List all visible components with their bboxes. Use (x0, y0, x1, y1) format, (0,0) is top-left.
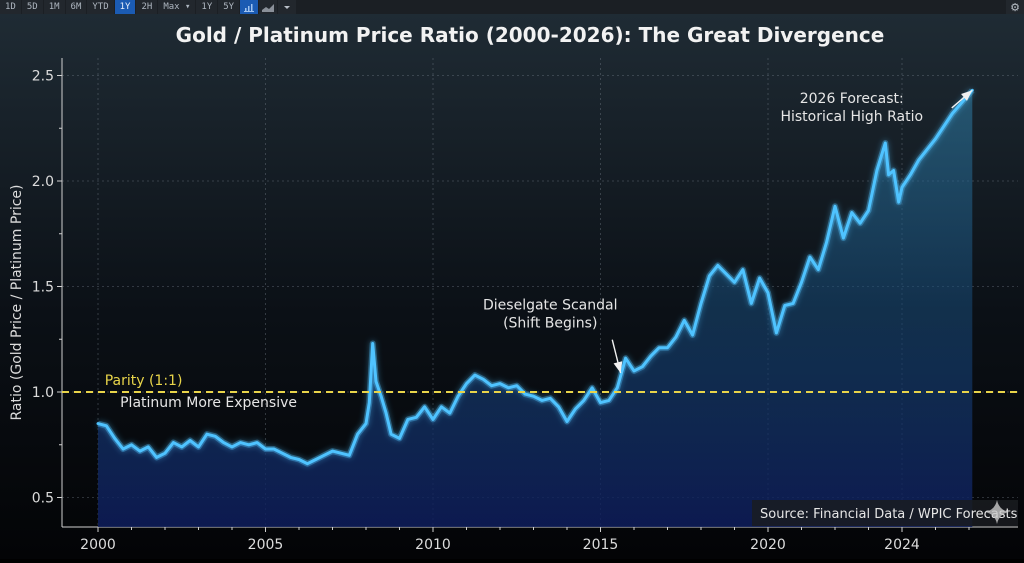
dropdown-caret-icon[interactable] (278, 0, 296, 14)
range-button-ytd-4[interactable]: YTD (87, 0, 113, 14)
chart-svg: Gold / Platinum Price Ratio (2000-2026):… (0, 14, 1024, 559)
line-chart-icon[interactable] (259, 0, 277, 14)
range-button-1y-5[interactable]: 1Y (115, 0, 136, 14)
parity-label: Parity (1:1) (105, 373, 183, 389)
y-tick-label: 2.0 (32, 174, 54, 190)
x-tick-label: 2015 (583, 537, 619, 553)
y-tick-label: 0.5 (32, 491, 54, 507)
toolbar-spacer (297, 0, 1006, 14)
y-tick-label: 1.0 (32, 385, 54, 401)
gear-icon[interactable]: ⚙ (1006, 0, 1024, 14)
annotation-text: (Shift Begins) (503, 316, 597, 332)
range-button-max-7[interactable]: Max ▾ (158, 0, 195, 14)
range-button-5d-1[interactable]: 5D (22, 0, 43, 14)
y-tick-label: 2.5 (32, 69, 54, 85)
annotation-text: 2026 Forecast: (800, 91, 904, 107)
annotation-text: Dieselgate Scandal (483, 298, 618, 314)
x-tick-label: 2020 (750, 537, 786, 553)
y-tick-label: 1.5 (32, 280, 54, 296)
range-button-1m-2[interactable]: 1M (44, 0, 65, 14)
range-button-1d-0[interactable]: 1D (0, 0, 21, 14)
x-tick-label: 2000 (80, 537, 116, 553)
annotation-0: Platinum More Expensive (120, 395, 297, 411)
y-axis-label: Ratio (Gold Price / Platinum Price) (9, 184, 25, 420)
range-button-5y-9[interactable]: 5Y (218, 0, 239, 14)
chart-area: Gold / Platinum Price Ratio (2000-2026):… (0, 14, 1024, 559)
annotation-text: Historical High Ratio (780, 109, 923, 125)
x-tick-label: 2010 (415, 537, 451, 553)
range-button-6m-3[interactable]: 6M (66, 0, 87, 14)
bar-chart-icon[interactable] (240, 0, 258, 14)
x-tick-label: 2024 (884, 537, 920, 553)
source-text: Source: Financial Data / WPIC Forecasts (760, 507, 1018, 522)
range-button-1y-8[interactable]: 1Y (196, 0, 217, 14)
annotation-text: Platinum More Expensive (120, 395, 297, 411)
chart-title: Gold / Platinum Price Ratio (2000-2026):… (176, 23, 885, 47)
x-tick-label: 2005 (248, 537, 284, 553)
range-button-2h-6[interactable]: 2H (136, 0, 157, 14)
